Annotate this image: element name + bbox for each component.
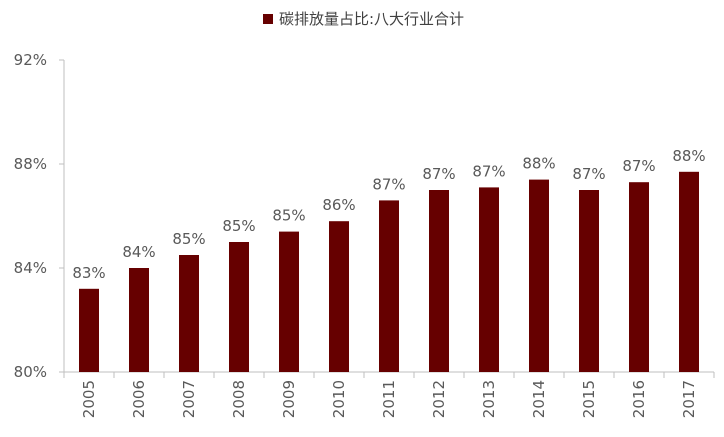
bar: [629, 182, 649, 372]
data-label: 87%: [622, 157, 655, 175]
data-label: 87%: [572, 165, 605, 183]
data-label: 86%: [322, 196, 355, 214]
bar: [129, 268, 149, 372]
x-tick-label: 2013: [480, 380, 498, 418]
x-tick-label: 2008: [230, 380, 248, 418]
x-tick-label: 2007: [180, 380, 198, 418]
data-label: 87%: [372, 175, 405, 193]
x-tick-label: 2017: [680, 380, 698, 418]
x-axis: 2005 2006 2007 2008 2009 2010 2011 2012 2013 2014…: [63, 371, 715, 418]
data-label: 87%: [472, 162, 505, 180]
x-tick-label: 2010: [330, 380, 348, 418]
y-tick-label: 92%: [14, 51, 47, 69]
legend-label: 碳排放量占比:八大行业合计: [279, 10, 464, 28]
x-tick-label: 2006: [130, 380, 148, 418]
legend: 碳排放量占比:八大行业合计: [263, 10, 464, 28]
data-labels: 83% 84% 85% 85% 85% 86% 87% 87% 87% 88% 87% 87% 88%: [72, 147, 705, 282]
data-label: 83%: [72, 264, 105, 282]
bar: [679, 171, 699, 372]
bar: [529, 179, 549, 372]
bar: [279, 231, 299, 372]
legend-swatch: [263, 14, 273, 24]
bar: [579, 190, 599, 372]
bar: [79, 288, 99, 372]
y-tick-label: 84%: [14, 259, 47, 277]
y-tick-label: 80%: [14, 363, 47, 381]
y-tick-label: 88%: [14, 155, 47, 173]
x-tick-label: 2014: [530, 380, 548, 418]
x-tick-label: 2012: [430, 380, 448, 418]
bars: [79, 171, 699, 372]
y-axis: 80% 84% 88% 92%: [14, 51, 65, 381]
data-label: 88%: [522, 155, 555, 173]
x-tick-label: 2005: [80, 380, 98, 418]
data-label: 85%: [222, 217, 255, 235]
data-label: 88%: [672, 147, 705, 165]
x-tick-label: 2011: [380, 380, 398, 418]
data-label: 85%: [272, 207, 305, 225]
data-label: 87%: [422, 165, 455, 183]
bar: [229, 242, 249, 372]
bar: [379, 200, 399, 372]
x-tick-label: 2016: [630, 380, 648, 418]
bar: [429, 190, 449, 372]
data-label: 84%: [122, 243, 155, 261]
bar: [329, 221, 349, 372]
bar: [179, 255, 199, 372]
bar: [479, 187, 499, 372]
x-tick-label: 2015: [580, 380, 598, 418]
x-tick-label: 2009: [280, 380, 298, 418]
data-label: 85%: [172, 230, 205, 248]
